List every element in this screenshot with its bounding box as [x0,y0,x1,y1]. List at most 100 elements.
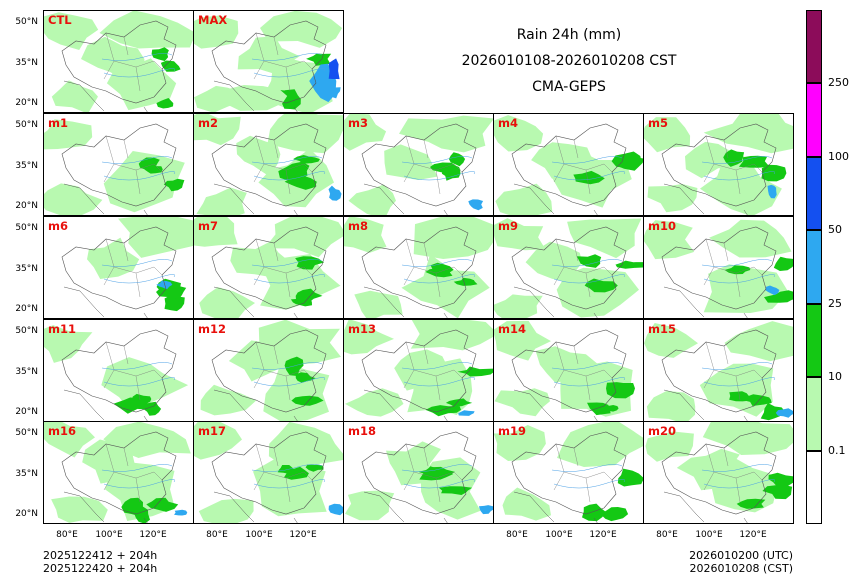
province-lines [403,135,463,195]
colorbar-segment [806,230,822,304]
map-panel-m10: m10 [643,216,794,319]
colorbar-segment [806,303,822,378]
river-yangtze [103,377,176,387]
rain-area-torrential [328,58,340,80]
rain-area-light [237,36,300,74]
map-panel-m15: m15 [643,319,794,422]
rain-area-heavy [765,285,780,296]
rain-area-light [228,340,296,382]
province-lines [403,238,463,298]
rain-area-heavy [156,280,173,290]
rain-area-light [348,184,396,215]
rain-area-moderate [611,151,642,169]
panel-label: m13 [348,322,376,336]
south-border [513,389,598,421]
rain-area-light [413,217,493,259]
map-svg [344,114,493,215]
rain-area-light [525,241,583,283]
rain-area-heavy [468,199,484,211]
rain-area-moderate [764,290,793,303]
rain-area-light [344,217,387,253]
rain-area-light [494,218,546,251]
panel-label: m20 [648,424,676,438]
rain-area-moderate [273,89,301,110]
rain-area-light [386,441,441,486]
rain-area-moderate [582,503,606,522]
river-yellow [251,53,323,61]
rain-area-light [44,183,103,215]
river-yellow [401,259,473,267]
map-svg [644,219,793,318]
map-panel-m8: m8 [343,216,494,319]
river-yangtze [253,171,326,181]
china-border [661,226,777,310]
south-border [213,286,298,318]
rain-area-light [44,422,95,458]
footer-left: 2025122412 + 204h 2025122420 + 204h [43,549,157,575]
river-yangtze [103,479,176,489]
map-svg [494,422,643,523]
rain-area-moderate [146,497,179,512]
map-panel-m2: m2 [193,113,344,216]
rain-area-light [82,439,140,484]
province-lines [103,135,163,195]
china-border [511,329,627,413]
panel-label: m10 [648,219,676,233]
rain-area-light [199,287,255,318]
panel-label: m9 [498,219,518,233]
lon-tick-label: 100°E [245,530,273,540]
rain-area-moderate [305,464,324,472]
map-panel-m14: m14 [493,319,644,422]
rain-area-light [51,496,108,523]
rain-area-moderate [160,60,181,72]
river-yellow [551,362,623,370]
rain-area-light [644,117,691,153]
rain-area-moderate [736,498,766,509]
rain-area-light [44,12,99,50]
map-panel-m19: m19 [493,421,644,524]
lat-tick-label: 50°N [15,17,38,27]
panel-label: m7 [198,219,218,233]
south-border [363,183,448,215]
rain-area-moderate [163,178,185,192]
river-yangtze [703,377,776,387]
panel-label: m19 [498,424,526,438]
south-border [63,183,148,215]
map-svg [194,114,343,215]
map-panel-m1: m1 [43,113,194,216]
river-yellow [701,464,773,472]
river-yangtze [403,274,476,284]
map-panel-m16: m16 [43,421,194,524]
south-border [513,183,598,215]
map-svg [194,217,343,318]
rain-area-moderate [306,53,332,66]
china-border [211,123,327,207]
china-border [361,431,477,515]
lat-tick-label: 35°N [15,58,38,68]
colorbar-segment [806,83,822,157]
south-border [363,491,448,523]
panel-label: m8 [348,219,368,233]
river-yellow [251,362,323,370]
province-lines [553,238,613,298]
province-lines [253,443,313,503]
map-panel-m11: m11 [43,319,194,422]
rain-area-light [51,80,98,112]
lat-tick-label: 20°N [15,201,38,211]
map-panel-ctl: CTL [43,10,194,113]
map-svg [194,422,343,523]
rain-area-light [531,142,593,179]
colorbar-segment [806,10,822,84]
colorbar-segment [806,156,822,231]
river-yellow [551,464,623,472]
footer-valid-utc: 2026010200 (UTC) [689,549,793,562]
map-panel-m17: m17 [193,421,344,524]
rain-area-light [44,325,93,363]
river-yangtze [703,479,776,489]
rain-area-light [87,237,140,279]
province-lines [703,341,763,401]
province-lines [553,135,613,195]
panel-label: CTL [48,13,72,27]
rain-area-light [502,487,551,521]
rain-area-light [194,217,238,247]
